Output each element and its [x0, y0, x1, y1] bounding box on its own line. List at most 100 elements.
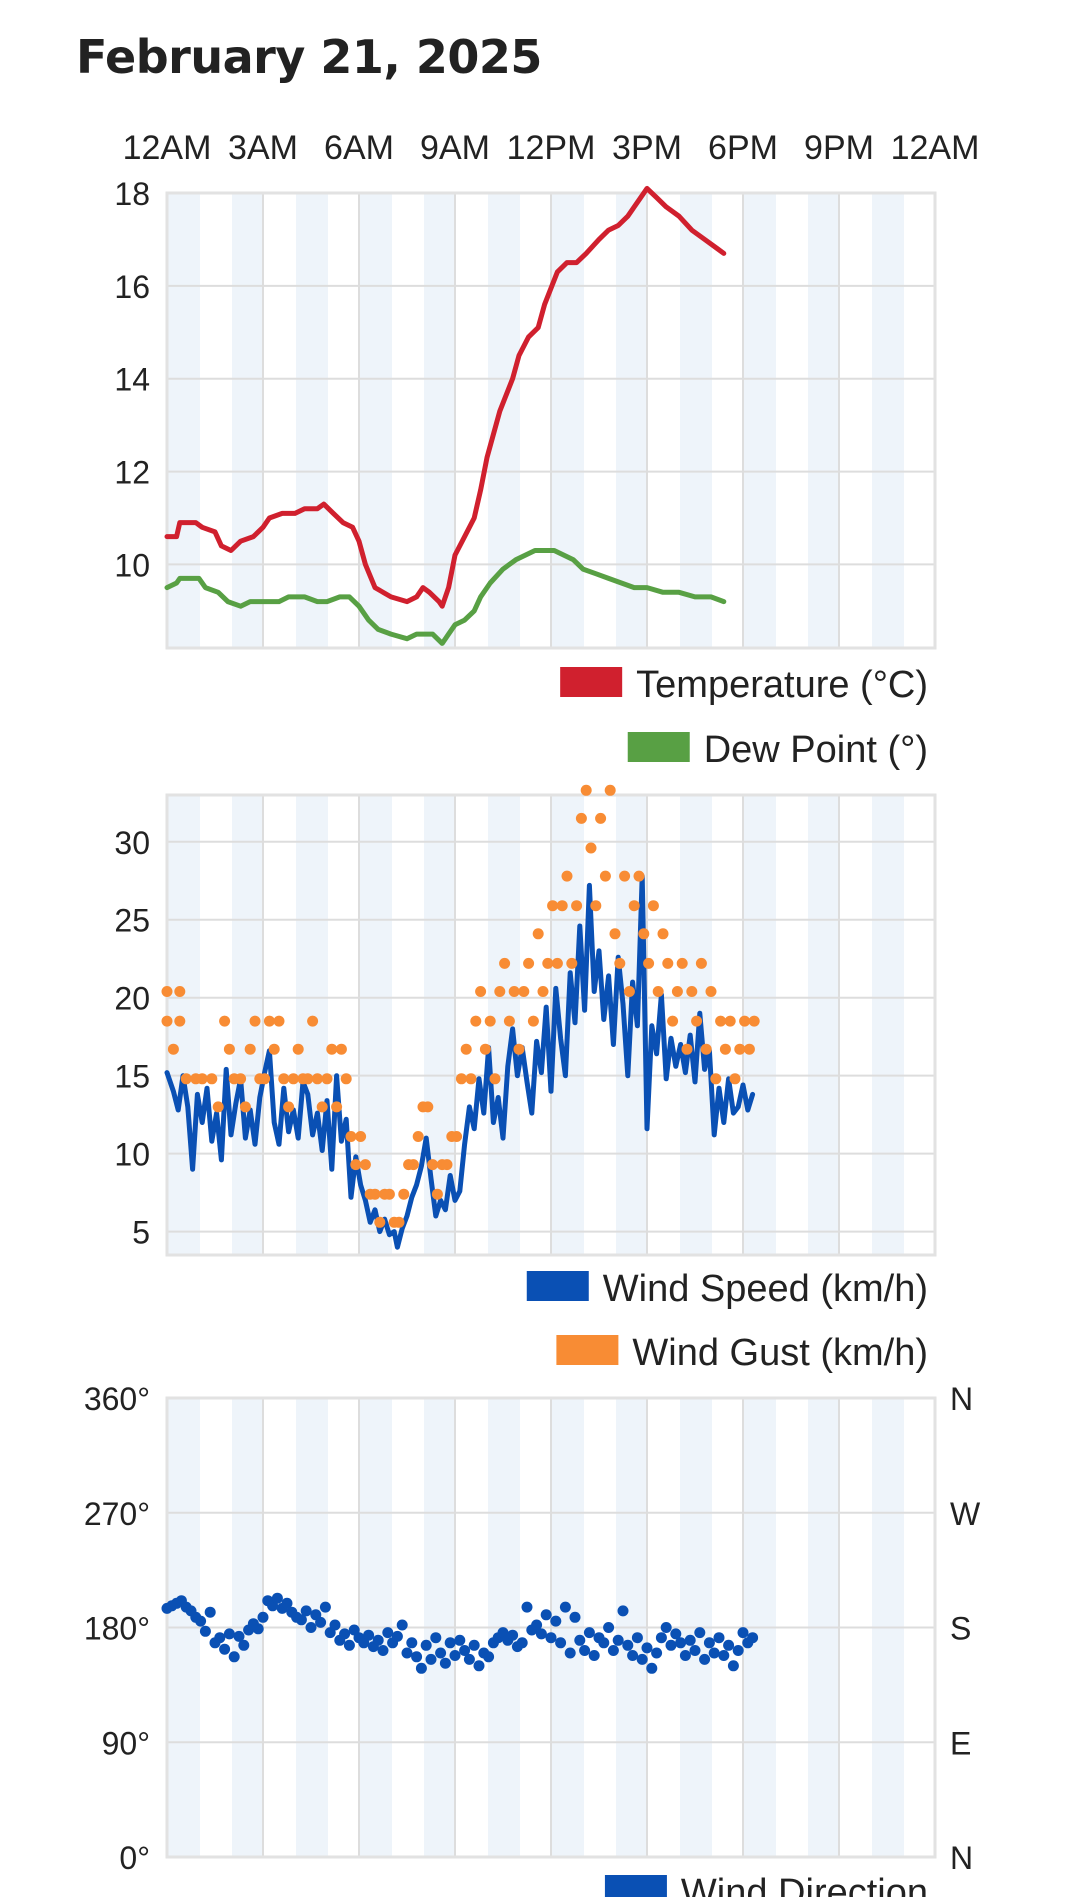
time-tick-label: 6AM [324, 129, 394, 167]
hour-band [744, 193, 776, 648]
series-point [422, 1101, 434, 1113]
legend-swatch [556, 1335, 619, 1365]
series-point [684, 1634, 696, 1646]
plot-frame [165, 1396, 937, 1859]
series-point [463, 1653, 475, 1665]
series-point [441, 1159, 453, 1171]
series-point [350, 1159, 362, 1171]
y-right-tick-label: E [950, 1725, 971, 1761]
series-point [494, 986, 506, 997]
y-tick-label: 270° [84, 1496, 150, 1532]
series-point [167, 1043, 179, 1055]
series-point [311, 1073, 323, 1085]
series-point [431, 1188, 443, 1200]
series-point [406, 1637, 418, 1649]
series-point [374, 1216, 386, 1228]
series-point [516, 1637, 528, 1649]
series-point [465, 1073, 477, 1085]
series-point [555, 1637, 567, 1649]
series-point [633, 870, 645, 882]
y-right-tick-label: N [950, 1381, 973, 1417]
series-line [164, 548, 727, 646]
series-point [670, 1628, 682, 1640]
series-point [326, 1043, 338, 1055]
series-point [369, 1188, 381, 1200]
hour-band [168, 193, 200, 648]
series-point [459, 1645, 471, 1656]
series-point [694, 1627, 706, 1639]
series-point [739, 1015, 751, 1027]
series-point [508, 986, 520, 997]
y-tick-label: 16 [114, 269, 150, 305]
legend-label: Temperature (°C) [636, 664, 928, 706]
series-point [599, 870, 611, 882]
legend-swatch [627, 732, 690, 762]
series-point [569, 1611, 581, 1623]
series-point [206, 1073, 218, 1085]
series-point [657, 928, 669, 940]
series-point [647, 900, 659, 912]
series-point [479, 1043, 491, 1055]
series-point [699, 1653, 711, 1665]
series-point [588, 1650, 600, 1661]
hour-band [872, 193, 904, 648]
series-point [713, 1632, 725, 1644]
series-point [377, 1645, 389, 1656]
series-point [449, 1650, 461, 1661]
legend-label: Wind Direction [681, 1872, 928, 1897]
series-point [451, 1131, 463, 1142]
series-point [228, 1651, 240, 1663]
series-point [435, 1647, 447, 1659]
series-point [223, 1628, 235, 1640]
series-point [575, 812, 587, 824]
series-point [339, 1628, 351, 1640]
series-point [747, 1632, 759, 1644]
series-point [382, 1627, 394, 1639]
series-point [619, 870, 631, 882]
series-point [531, 1619, 543, 1631]
y-tick-label: 5 [132, 1215, 150, 1251]
time-tick-label: 12AM [891, 129, 980, 167]
series-point [561, 870, 573, 882]
series-point [609, 928, 621, 940]
series-point [636, 1653, 648, 1665]
series-point [396, 1619, 408, 1631]
series-point [719, 1043, 731, 1055]
series-point [393, 1216, 405, 1228]
series-point [580, 784, 592, 796]
series-point [545, 1632, 557, 1644]
series-point [571, 900, 583, 912]
legend-label: Wind Speed (km/h) [603, 1268, 928, 1310]
series-point [604, 784, 616, 796]
series-point [302, 1073, 314, 1085]
legend-item: Wind Direction [604, 1872, 928, 1897]
legend-item: Wind Speed (km/h) [526, 1268, 928, 1310]
y-right-tick-label: W [950, 1496, 981, 1532]
series-point [321, 1073, 333, 1085]
series-point [564, 1647, 576, 1659]
series-point [535, 1628, 547, 1640]
time-tick-label: 9PM [804, 129, 874, 167]
series-point [430, 1632, 442, 1644]
series-point [729, 1073, 741, 1085]
series-point [542, 957, 554, 969]
series-line [164, 185, 727, 609]
series-line [164, 873, 756, 1250]
legend-swatch [560, 667, 623, 697]
series-point [723, 1639, 735, 1651]
series-point [238, 1639, 250, 1651]
series-point [651, 1647, 663, 1659]
series-point [627, 1650, 639, 1661]
series-point [715, 1015, 727, 1027]
series-point [359, 1159, 371, 1171]
series-point [223, 1043, 235, 1055]
y-tick-label: 10 [114, 547, 150, 583]
series-point [710, 1073, 722, 1085]
series-point [257, 1611, 269, 1623]
series-point [590, 900, 602, 912]
series-point [307, 1015, 319, 1027]
series-point [249, 1015, 261, 1027]
series-point [316, 1101, 328, 1113]
series-point [407, 1159, 419, 1171]
series-point [527, 1015, 539, 1027]
